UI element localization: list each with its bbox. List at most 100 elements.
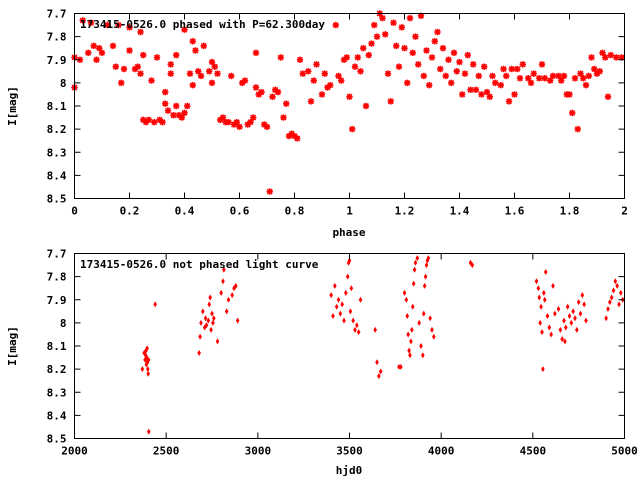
data-point [481, 63, 488, 70]
data-point [280, 114, 287, 121]
data-point [145, 345, 149, 352]
data-point [224, 308, 229, 315]
data-point [348, 308, 353, 315]
data-point [445, 56, 452, 63]
data-point [137, 70, 144, 77]
data-point [208, 294, 212, 301]
phased-x-tick-label: 1.8 [560, 205, 580, 218]
data-point [299, 70, 306, 77]
phased-y-tick-label: 8.3 [47, 146, 67, 159]
data-point [192, 47, 199, 54]
data-point [419, 343, 423, 349]
data-point [424, 262, 429, 269]
data-point [410, 303, 415, 310]
data-point [564, 324, 568, 331]
data-point [354, 54, 361, 61]
data-point [283, 100, 290, 107]
data-point [428, 315, 432, 322]
data-point [567, 312, 572, 319]
unphased-x-tick-label: 2500 [153, 445, 180, 458]
data-point [146, 356, 151, 363]
data-point [338, 77, 345, 84]
data-point [332, 21, 339, 29]
data-point [79, 17, 86, 24]
data-point [475, 72, 482, 80]
data-point [417, 319, 421, 326]
data-point [426, 255, 431, 262]
data-point [247, 118, 254, 126]
data-point [221, 278, 225, 285]
data-point [181, 109, 188, 117]
data-point [296, 56, 304, 63]
data-point [212, 315, 216, 322]
data-point [413, 259, 418, 266]
data-point [167, 61, 174, 68]
data-point [549, 331, 553, 338]
data-point [387, 98, 394, 105]
data-point [611, 287, 616, 294]
data-point [331, 312, 335, 319]
data-point [153, 54, 161, 61]
data-point [404, 296, 409, 303]
data-point [355, 322, 359, 329]
data-point [439, 44, 447, 52]
data-point [527, 79, 535, 87]
data-point [565, 303, 570, 310]
data-point [222, 266, 226, 273]
data-point [241, 77, 249, 84]
data-point [277, 54, 284, 61]
data-point [365, 51, 372, 59]
phased-y-tick-label: 8.2 [47, 123, 67, 136]
data-point [140, 51, 147, 59]
data-point [225, 118, 232, 126]
data-point [219, 114, 227, 121]
data-point [412, 33, 419, 40]
data-point [547, 324, 552, 331]
phased-y-axis-label: I[mag] [6, 86, 19, 126]
data-point [377, 373, 381, 380]
data-point [379, 14, 386, 22]
data-point [402, 289, 407, 296]
data-point [404, 79, 411, 87]
data-point [197, 72, 205, 80]
data-point [207, 301, 212, 308]
data-point [562, 317, 566, 324]
data-point [336, 296, 341, 303]
data-point [118, 79, 125, 87]
unphased-y-axis-label: I[mag] [6, 326, 19, 366]
data-point [250, 114, 257, 121]
data-point [384, 70, 392, 77]
data-point [181, 26, 188, 33]
data-point [357, 68, 364, 75]
data-point [206, 317, 211, 324]
data-point [209, 326, 213, 333]
data-point [437, 65, 444, 73]
data-point [104, 21, 111, 29]
data-point [543, 269, 548, 275]
data-point [426, 81, 433, 89]
data-point [483, 88, 491, 96]
data-point [470, 262, 475, 269]
data-point [184, 102, 191, 110]
phased-x-tick-label: 0.2 [120, 205, 140, 218]
data-point [409, 338, 413, 345]
unphased-y-tick-label: 7.9 [47, 294, 67, 307]
phased-axis-ticks [74, 13, 625, 199]
data-point [536, 285, 541, 292]
data-point [162, 100, 169, 107]
data-point [338, 310, 343, 317]
data-point [294, 135, 301, 142]
data-point [318, 91, 326, 98]
unphased-x-tick-label: 4500 [520, 445, 547, 458]
data-point [406, 331, 410, 338]
data-point [472, 86, 480, 94]
data-point [575, 326, 579, 333]
data-point [461, 70, 469, 77]
data-point [534, 278, 539, 285]
data-point [442, 72, 449, 80]
data-point [422, 282, 427, 289]
data-point [407, 347, 411, 354]
data-point [558, 77, 565, 84]
data-point [467, 86, 474, 94]
data-point [470, 61, 477, 68]
